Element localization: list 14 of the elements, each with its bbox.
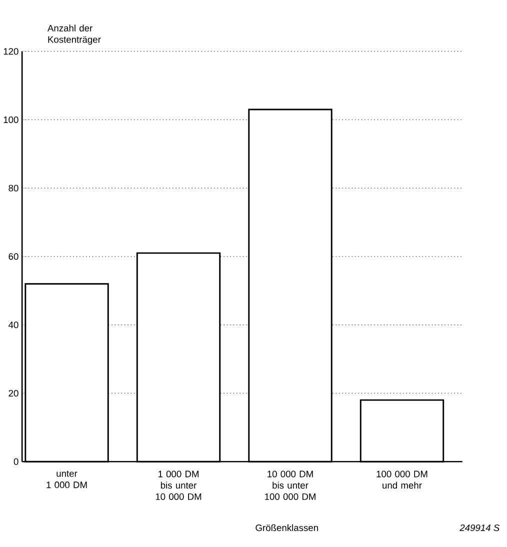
x-tick-label: unter 1 000 DM [46, 470, 87, 488]
y-tick-label: 20 [8, 390, 18, 397]
text: 249914 S [460, 524, 500, 532]
y-axis-title: Anzahl der Kostenträger [47, 24, 101, 45]
y-tick-label: 60 [8, 253, 18, 260]
y-tick-label: 0 [14, 458, 18, 465]
x-tick-label: 1 000 DM bis unter 10 000 DM [156, 470, 202, 500]
y-tick-label: 40 [8, 322, 18, 328]
y-tick-label: 80 [8, 184, 18, 192]
x-tick-label: 100 000 DM und mehr [376, 470, 428, 489]
x-axis-title: Größenklassen [256, 524, 318, 532]
x-tick-label: 10 000 DM bis unter 100 000 DM [264, 470, 316, 500]
y-tick-label: 100 [4, 116, 18, 124]
y-tick-label: 120 [4, 48, 18, 55]
